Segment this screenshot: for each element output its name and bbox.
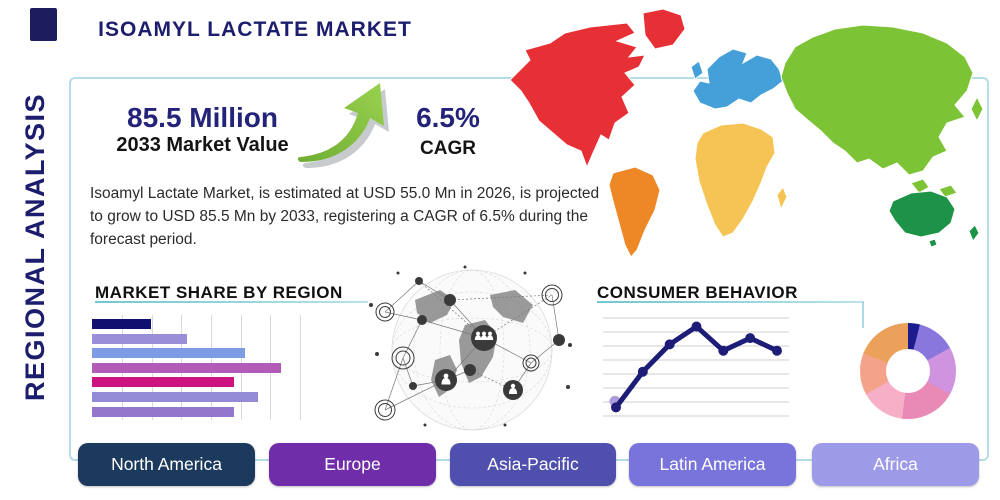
market-value-2033: 85.5 Million <box>127 102 278 133</box>
page-title: ISOAMYL LACTATE MARKET <box>98 18 412 41</box>
market-share-bar-chart <box>92 315 307 420</box>
consumer-behavior-line-chart <box>603 317 789 417</box>
bar-region-1 <box>92 319 151 329</box>
cagr-label: CAGR <box>420 138 476 159</box>
bar-region-5 <box>92 377 234 388</box>
region-button-asia-pacific[interactable]: Asia-Pacific <box>450 443 616 486</box>
cagr-value: 6.5% <box>416 102 480 133</box>
line-title-underline <box>597 301 864 303</box>
bar-chart-title: MARKET SHARE BY REGION <box>95 283 343 302</box>
region-button-latin-america[interactable]: Latin America <box>629 443 796 486</box>
bar-title-underline <box>95 301 368 303</box>
growth-arrow-icon <box>297 83 389 168</box>
region-button-north-america[interactable]: North America <box>78 443 255 486</box>
bar-region-7 <box>92 406 234 417</box>
map-greenland <box>642 8 686 50</box>
market-summary-text: Isoamyl Lactate Market, is estimated at … <box>90 185 600 248</box>
bar-region-2 <box>92 333 187 344</box>
line-title-underline-corner <box>862 301 864 328</box>
region-button-africa[interactable]: Africa <box>812 443 979 486</box>
market-value-label: 2033 Market Value <box>116 134 289 156</box>
corner-accent-square <box>30 8 57 41</box>
line-chart-title: CONSUMER BEHAVIOR <box>597 283 798 302</box>
bar-region-6 <box>92 392 259 402</box>
region-button-europe[interactable]: Europe <box>269 443 436 486</box>
bar-region-4 <box>92 362 281 373</box>
side-label-regional-analysis: REGIONAL ANALYSIS <box>20 92 50 402</box>
bar-region-3 <box>92 348 246 359</box>
bar-gridline <box>300 315 302 420</box>
donut-chart-hole <box>886 349 930 393</box>
